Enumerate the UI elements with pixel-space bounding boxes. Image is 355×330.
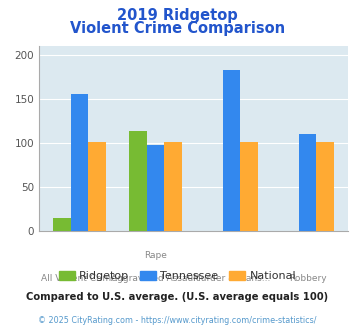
Text: Aggravated Assault: Aggravated Assault: [111, 274, 200, 283]
Bar: [53, 218, 71, 231]
Text: Robbery: Robbery: [289, 274, 327, 283]
Text: Rape: Rape: [144, 251, 167, 260]
Bar: [88, 142, 105, 231]
Text: Compared to U.S. average. (U.S. average equals 100): Compared to U.S. average. (U.S. average …: [26, 292, 329, 302]
Bar: [240, 142, 258, 231]
Bar: [147, 145, 164, 231]
Text: 2019 Ridgetop: 2019 Ridgetop: [117, 8, 238, 23]
Bar: [299, 134, 316, 231]
Text: Murder & Mans...: Murder & Mans...: [193, 274, 270, 283]
Bar: [223, 70, 240, 231]
Bar: [316, 142, 334, 231]
Bar: [164, 142, 182, 231]
Bar: [71, 94, 88, 231]
Text: Violent Crime Comparison: Violent Crime Comparison: [70, 21, 285, 36]
Bar: [129, 131, 147, 231]
Legend: Ridgetop, Tennessee, National: Ridgetop, Tennessee, National: [55, 266, 300, 285]
Text: All Violent Crime: All Violent Crime: [42, 274, 117, 283]
Text: © 2025 CityRating.com - https://www.cityrating.com/crime-statistics/: © 2025 CityRating.com - https://www.city…: [38, 316, 317, 325]
